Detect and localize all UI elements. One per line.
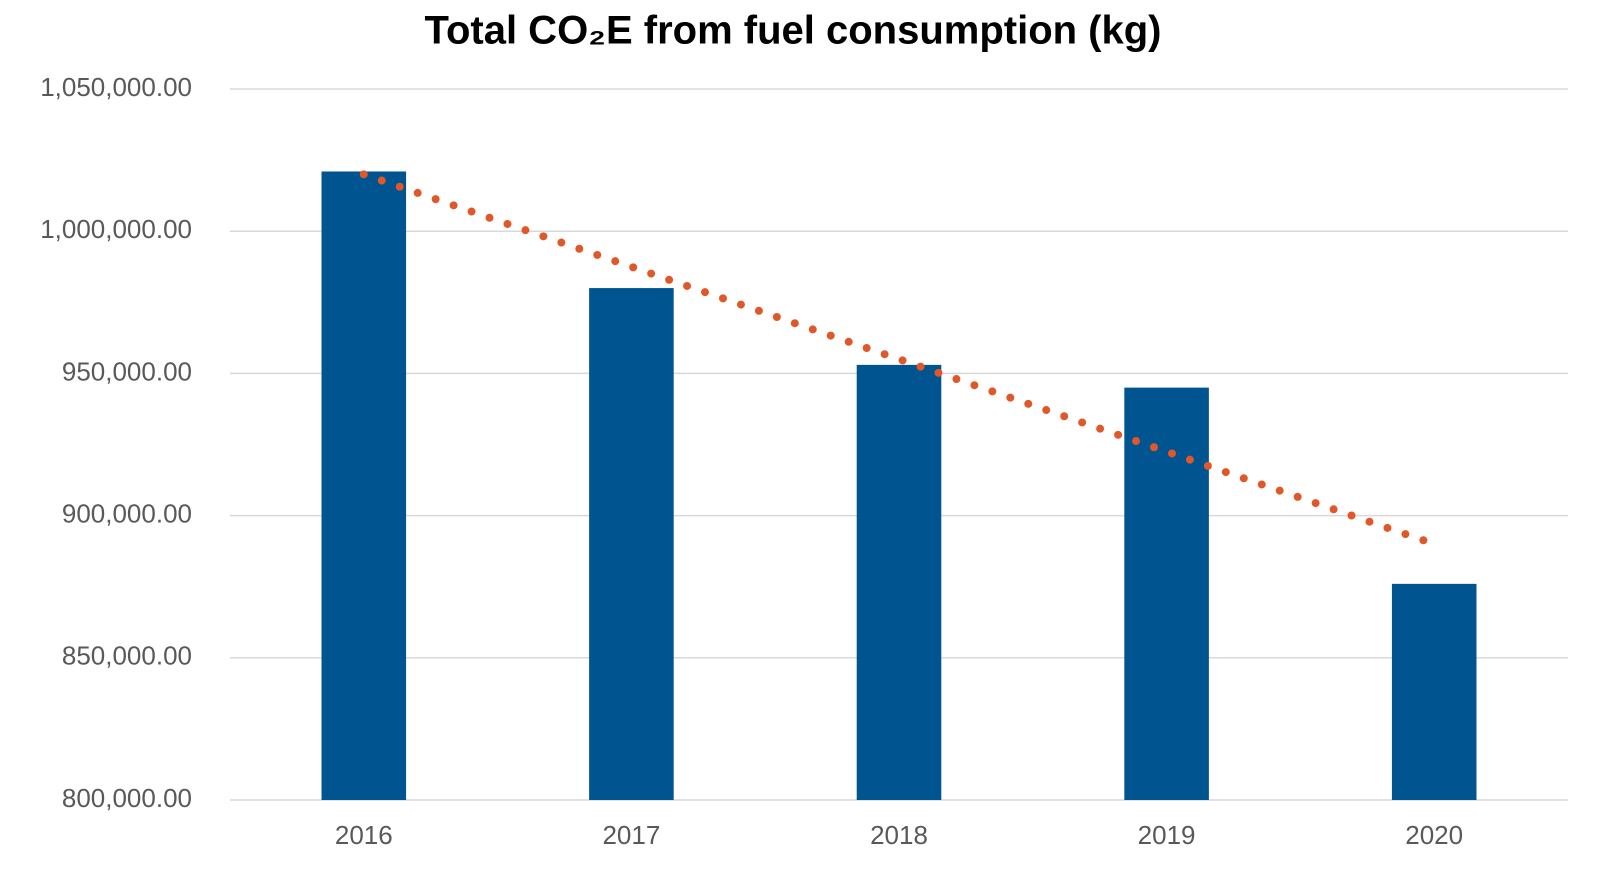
y-tick-label: 1,050,000.00 xyxy=(40,72,192,102)
x-tick-label: 2016 xyxy=(335,820,393,850)
trendline xyxy=(359,170,1439,549)
x-tick-label: 2017 xyxy=(602,820,660,850)
bar xyxy=(856,364,942,800)
x-tick-label: 2020 xyxy=(1405,820,1463,850)
bar xyxy=(321,171,407,800)
y-tick-label: 850,000.00 xyxy=(62,641,192,671)
bar xyxy=(589,288,674,800)
bar xyxy=(1124,387,1209,800)
y-tick-label: 900,000.00 xyxy=(62,498,192,528)
y-tick-label: 1,000,000.00 xyxy=(40,214,192,244)
chart-title: Total CO₂E from fuel consumption (kg) xyxy=(424,9,1161,53)
y-tick-label: 950,000.00 xyxy=(62,356,192,386)
bar xyxy=(1391,583,1477,800)
x-tick-label: 2019 xyxy=(1138,820,1196,850)
y-tick-label: 800,000.00 xyxy=(62,783,192,813)
x-tick-label: 2018 xyxy=(870,820,928,850)
